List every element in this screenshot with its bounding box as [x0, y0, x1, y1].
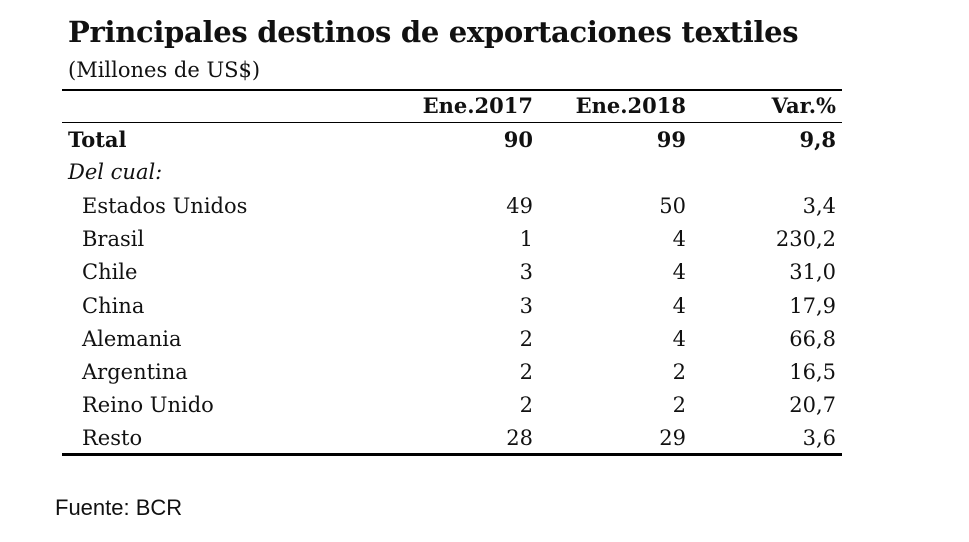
cell-value: 50	[659, 194, 686, 218]
cell-value: 16,5	[789, 360, 836, 384]
subtitle: (Millones de US$)	[68, 58, 261, 82]
total-value: 9,8	[799, 127, 836, 152]
row-label: Reino Unido	[82, 393, 214, 418]
row-label: Alemania	[82, 326, 182, 351]
total-value: 90	[503, 127, 533, 152]
cell-value: 3,4	[802, 194, 836, 218]
cell-value: 29	[659, 426, 686, 451]
cell-value: 20,7	[789, 393, 836, 418]
column-header: Ene.2018	[575, 93, 686, 118]
cell-value: 4	[672, 326, 686, 351]
cell-value: 3	[519, 260, 533, 285]
cell-value: 2	[672, 360, 686, 384]
cell-value: 66,8	[789, 326, 836, 351]
cell-value: 2	[672, 393, 686, 418]
total-label: Total	[68, 127, 127, 152]
cell-value: 2	[519, 393, 533, 418]
cell-value: 3	[519, 293, 533, 318]
title: Principales destinos de exportaciones te…	[68, 15, 799, 49]
top-rule	[62, 89, 842, 91]
cell-value: 1	[519, 227, 533, 252]
header-rule	[62, 122, 842, 123]
total-value: 99	[656, 127, 686, 152]
row-label: Brasil	[82, 227, 145, 252]
row-label: Argentina	[82, 360, 188, 384]
cell-value: 4	[672, 260, 686, 285]
column-header: Ene.2017	[422, 93, 533, 118]
row-label: China	[82, 293, 145, 318]
cell-value: 3,6	[802, 426, 836, 451]
cell-value: 4	[672, 293, 686, 318]
cell-value: 230,2	[775, 227, 836, 252]
cell-value: 28	[506, 426, 533, 451]
column-header: Var.%	[771, 93, 836, 118]
cell-value: 31,0	[789, 260, 836, 285]
cell-value: 4	[672, 227, 686, 252]
row-label: Estados Unidos	[82, 194, 248, 218]
cell-value: 2	[519, 326, 533, 351]
subheader: Del cual:	[68, 160, 163, 184]
row-label: Resto	[82, 426, 143, 451]
cell-value: 49	[506, 194, 533, 218]
cell-value: 17,9	[789, 293, 836, 318]
cell-value: 2	[519, 360, 533, 384]
row-label: Chile	[82, 260, 138, 285]
source: Fuente: BCR	[55, 495, 183, 520]
bottom-rule	[62, 453, 842, 456]
